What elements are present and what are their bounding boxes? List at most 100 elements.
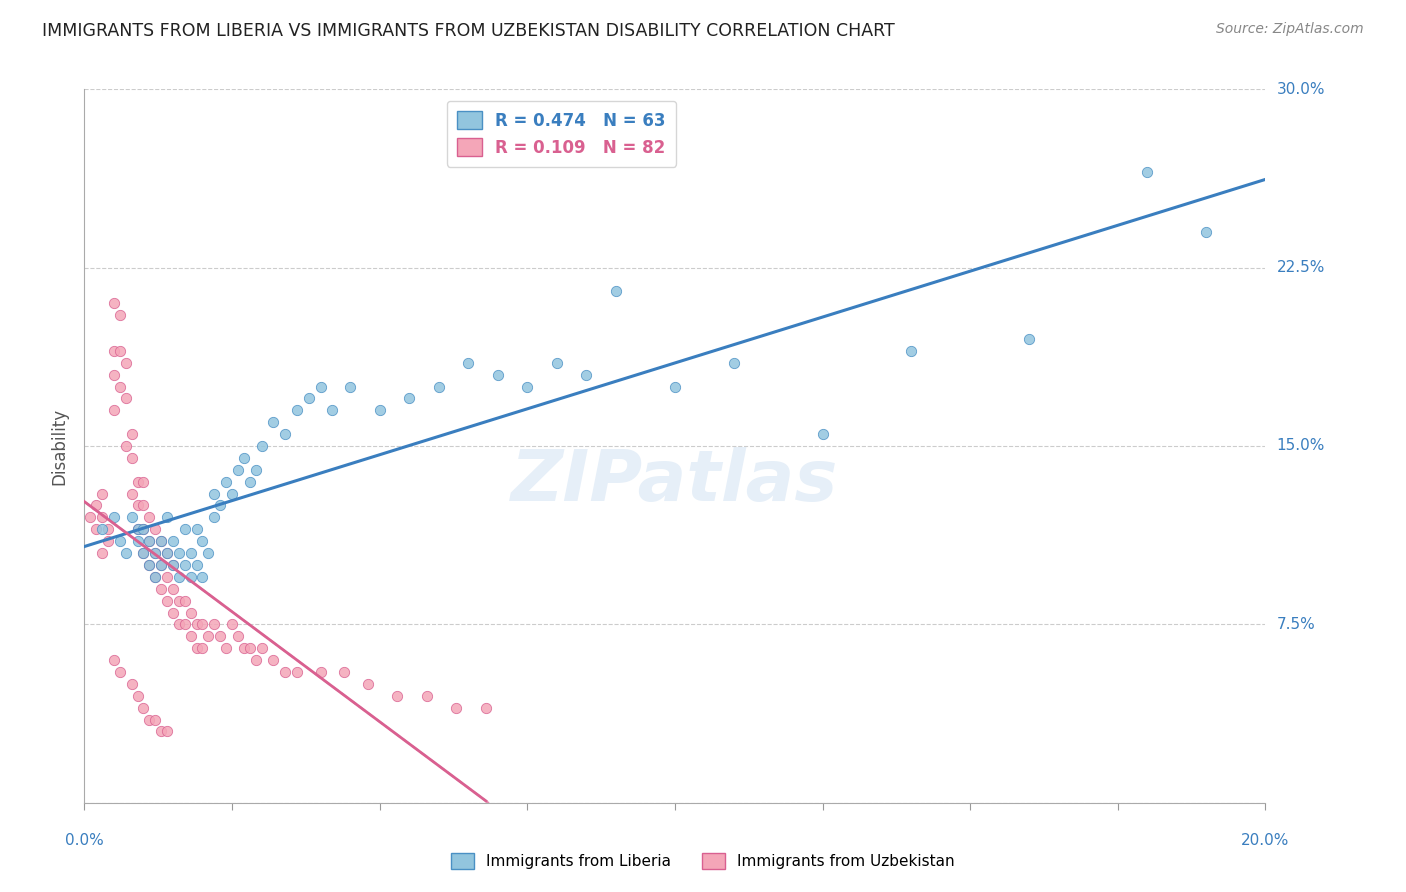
Point <box>162 558 184 572</box>
Legend: Immigrants from Liberia, Immigrants from Uzbekistan: Immigrants from Liberia, Immigrants from… <box>446 847 960 875</box>
Text: 22.5%: 22.5% <box>1277 260 1324 275</box>
Point <box>180 629 202 643</box>
Point <box>91 510 114 524</box>
Point <box>84 522 107 536</box>
Point <box>103 403 125 417</box>
Point <box>274 427 297 442</box>
Point <box>121 450 143 465</box>
Point <box>333 665 356 679</box>
Point <box>357 677 380 691</box>
Text: 0.0%: 0.0% <box>65 833 104 848</box>
Point <box>162 582 184 596</box>
Point <box>186 522 208 536</box>
Point <box>108 308 131 322</box>
Point <box>127 534 149 549</box>
Point <box>221 486 243 500</box>
Point <box>150 558 173 572</box>
Point <box>150 558 173 572</box>
Point <box>221 617 243 632</box>
Point <box>156 724 179 739</box>
Point <box>202 486 225 500</box>
Point <box>486 368 509 382</box>
Text: 30.0%: 30.0% <box>1277 82 1324 96</box>
Point <box>108 379 131 393</box>
Point <box>546 356 568 370</box>
Point <box>108 343 131 358</box>
Text: 20.0%: 20.0% <box>1241 833 1289 848</box>
Point <box>97 534 120 549</box>
Point <box>114 546 136 560</box>
Point <box>143 570 166 584</box>
Point <box>173 522 195 536</box>
Point <box>900 343 922 358</box>
Point <box>245 463 267 477</box>
Point <box>132 546 155 560</box>
Point <box>239 641 262 656</box>
Point <box>132 522 155 536</box>
Text: Source: ZipAtlas.com: Source: ZipAtlas.com <box>1216 22 1364 37</box>
Point <box>103 368 125 382</box>
Point <box>197 629 219 643</box>
Point <box>127 689 149 703</box>
Point <box>209 499 232 513</box>
Point <box>114 439 136 453</box>
Point <box>162 558 184 572</box>
Point <box>262 415 284 429</box>
Point <box>162 534 184 549</box>
Point <box>91 546 114 560</box>
Point <box>209 629 232 643</box>
Text: 15.0%: 15.0% <box>1277 439 1324 453</box>
Point <box>173 593 195 607</box>
Point <box>215 475 238 489</box>
Point <box>132 475 155 489</box>
Point <box>84 499 107 513</box>
Point <box>575 368 598 382</box>
Point <box>387 689 409 703</box>
Point <box>132 546 155 560</box>
Point <box>239 475 262 489</box>
Text: IMMIGRANTS FROM LIBERIA VS IMMIGRANTS FROM UZBEKISTAN DISABILITY CORRELATION CHA: IMMIGRANTS FROM LIBERIA VS IMMIGRANTS FR… <box>42 22 896 40</box>
Point <box>664 379 686 393</box>
Point <box>202 510 225 524</box>
Point <box>132 700 155 714</box>
Point <box>156 546 179 560</box>
Point <box>339 379 361 393</box>
Point <box>138 534 160 549</box>
Point <box>97 522 120 536</box>
Point <box>1136 165 1159 179</box>
Point <box>121 677 143 691</box>
Point <box>91 522 114 536</box>
Point <box>103 296 125 310</box>
Point <box>309 665 332 679</box>
Point <box>121 486 143 500</box>
Point <box>197 546 219 560</box>
Text: 7.5%: 7.5% <box>1277 617 1315 632</box>
Point <box>138 558 160 572</box>
Point <box>285 665 308 679</box>
Point <box>186 641 208 656</box>
Point <box>226 629 249 643</box>
Point <box>114 356 136 370</box>
Point <box>457 356 479 370</box>
Point <box>202 617 225 632</box>
Point <box>215 641 238 656</box>
Point <box>132 522 155 536</box>
Point <box>156 593 179 607</box>
Point <box>143 546 166 560</box>
Point <box>1195 225 1218 239</box>
Point <box>103 343 125 358</box>
Point <box>114 392 136 406</box>
Point <box>605 285 627 299</box>
Point <box>191 617 214 632</box>
Point <box>232 641 254 656</box>
Point <box>138 713 160 727</box>
Point <box>108 665 131 679</box>
Point <box>262 653 284 667</box>
Point <box>446 700 468 714</box>
Point <box>298 392 321 406</box>
Point <box>245 653 267 667</box>
Point <box>250 439 273 453</box>
Point <box>143 713 166 727</box>
Point <box>321 403 343 417</box>
Point <box>167 593 190 607</box>
